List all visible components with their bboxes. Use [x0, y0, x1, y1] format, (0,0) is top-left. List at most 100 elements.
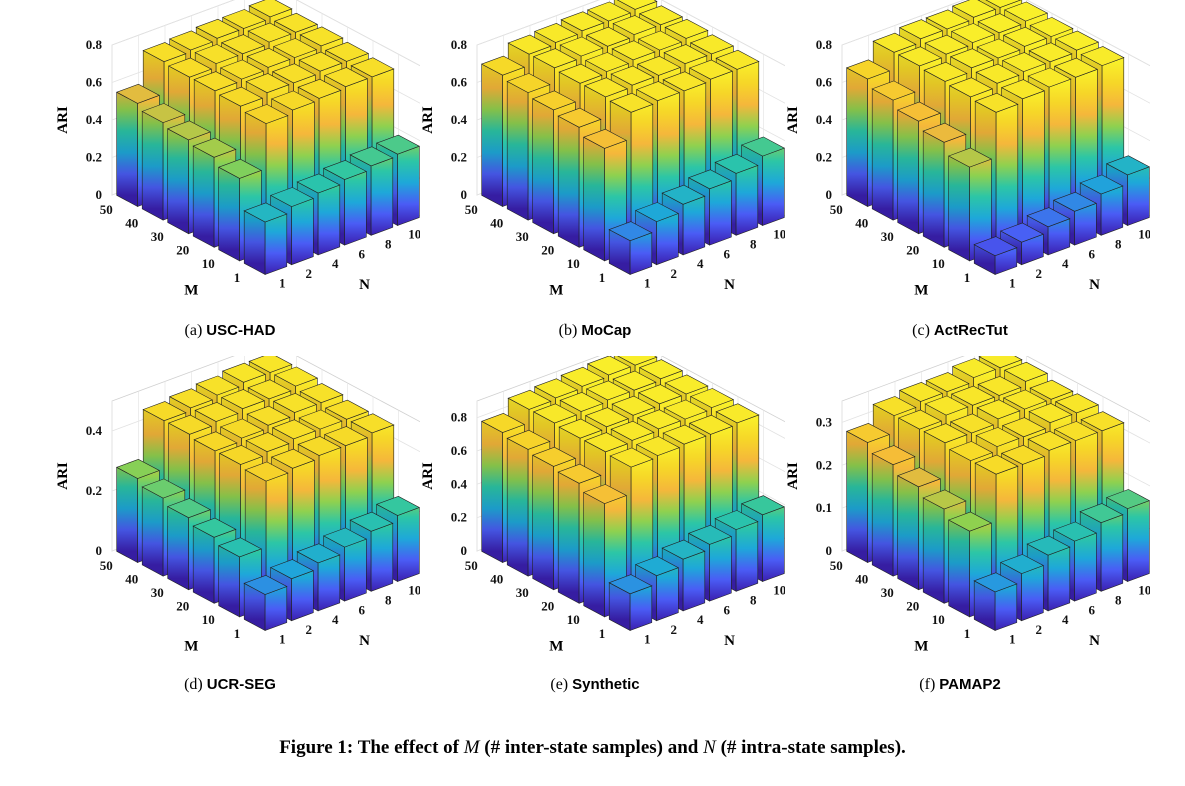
z-tick-label: 0.2 [86, 483, 102, 498]
z-tick-label: 0.4 [816, 112, 833, 127]
n-axis-label: N [724, 277, 735, 293]
m-axis-label: M [549, 283, 563, 299]
m-tick-label: 50 [465, 202, 478, 217]
z-tick-label: 0.2 [86, 150, 102, 165]
n-tick-label: 1 [279, 632, 286, 647]
n-tick-label: 4 [697, 612, 704, 627]
m-tick-label: 20 [176, 599, 189, 614]
chart-panel-b: 0 0.2 0.4 0.6 0.8 ARI 1 10 20 30 40 50 M 1 2 4 6 8 10 N (b)… [405, 0, 785, 345]
m-tick-label: 10 [567, 256, 580, 271]
m-tick-label: 20 [906, 243, 919, 258]
m-axis-label: M [914, 283, 928, 299]
n-tick-label: 4 [332, 612, 339, 627]
dataset-name-e: Synthetic [572, 676, 640, 693]
bars-f [845, 356, 1150, 632]
m-tick-label: 10 [932, 612, 945, 627]
n-tick-label: 6 [724, 246, 731, 261]
n-tick-label: 6 [724, 602, 731, 617]
m-tick-label: 50 [100, 202, 113, 217]
z-tick-label: 0.2 [451, 510, 467, 525]
m-axis-label: M [549, 639, 563, 655]
subcaption-a: (a) USC-HAD [40, 322, 420, 340]
n-axis-label: N [724, 633, 735, 649]
dataset-name-f: PAMAP2 [939, 676, 1001, 693]
m-tick-label: 1 [234, 626, 241, 641]
n-axis-label: N [359, 277, 370, 293]
z-tick-label: 0.1 [816, 500, 832, 515]
n-tick-label: 2 [306, 266, 313, 281]
z-tick-label: 0 [96, 543, 103, 558]
axes-c: 0 0.2 0.4 0.6 0.8 ARI 1 10 20 30 40 50 M 1 2 4 6 8 10 N [785, 37, 1150, 299]
z-tick-label: 0.3 [816, 414, 833, 429]
n-axis-label: N [359, 633, 370, 649]
m-tick-label: 1 [234, 270, 241, 285]
n-tick-label: 1 [644, 276, 651, 291]
bar-m1-n1 [973, 572, 1018, 632]
m-tick-label: 20 [906, 599, 919, 614]
z-tick-label: 0.2 [816, 150, 832, 165]
z-tick-label: 0.4 [86, 112, 103, 127]
z-axis-label: ARI [420, 462, 436, 490]
m-tick-label: 10 [932, 256, 945, 271]
axes-f: 0 0.1 0.2 0.3 ARI 1 10 20 30 40 50 M 1 2 4 6 8 10 N [785, 414, 1150, 654]
z-tick-label: 0 [96, 187, 103, 202]
z-tick-label: 0.4 [451, 112, 468, 127]
n-tick-label: 2 [1036, 266, 1043, 281]
z-axis-label: ARI [55, 106, 71, 134]
n-tick-label: 1 [1009, 276, 1016, 291]
z-tick-label: 0 [461, 187, 468, 202]
symbol-m: M [463, 737, 480, 758]
subcaption-d: (d) UCR-SEG [40, 676, 420, 694]
m-tick-label: 30 [516, 585, 529, 600]
n-tick-label: 8 [750, 237, 757, 252]
m-axis-label: M [914, 639, 928, 655]
bars-b [480, 0, 785, 276]
m-tick-label: 30 [151, 585, 164, 600]
n-tick-label: 8 [750, 593, 757, 608]
figure-caption: Figure 1: The effect of M (# inter-state… [0, 737, 1185, 759]
z-axis-label: ARI [785, 106, 801, 134]
m-tick-label: 50 [465, 558, 478, 573]
m-tick-label: 10 [567, 612, 580, 627]
m-tick-label: 30 [881, 229, 894, 244]
dataset-name-b: MoCap [581, 322, 632, 339]
panel-label-d: (d) [184, 676, 203, 693]
bar3d-chart-e: 0 0.2 0.4 0.6 0.8 ARI 1 10 20 30 40 50 M 1 2 4 6 8 10 N [420, 356, 785, 655]
m-tick-label: 1 [599, 270, 606, 285]
bar3d-chart-d: 0 0.2 0.4 ARI 1 10 20 30 40 50 M 1 2 4 6 8 10 N [55, 356, 420, 655]
m-axis-label: M [184, 639, 198, 655]
bars-c [845, 0, 1150, 276]
n-axis-label: N [1089, 633, 1100, 649]
subcaption-e: (e) Synthetic [405, 676, 785, 694]
n-tick-label: 6 [1089, 246, 1096, 261]
n-tick-label: 1 [644, 632, 651, 647]
m-tick-label: 50 [100, 558, 113, 573]
caption-part-2: (# inter-state samples) and [484, 737, 699, 758]
n-tick-label: 10 [408, 583, 420, 598]
n-tick-label: 4 [332, 256, 339, 271]
axes-e: 0 0.2 0.4 0.6 0.8 ARI 1 10 20 30 40 50 M 1 2 4 6 8 10 N [420, 410, 785, 655]
z-tick-label: 0.4 [451, 476, 468, 491]
n-tick-label: 4 [1062, 612, 1069, 627]
bar-m1-n1 [608, 574, 653, 632]
bar3d-chart-b: 0 0.2 0.4 0.6 0.8 ARI 1 10 20 30 40 50 M 1 2 4 6 8 10 N [420, 0, 785, 299]
caption-part-1: The effect of [357, 737, 459, 758]
n-tick-label: 10 [773, 227, 785, 242]
m-tick-label: 1 [599, 626, 606, 641]
m-tick-label: 40 [125, 571, 138, 586]
m-tick-label: 30 [881, 585, 894, 600]
z-axis-label: ARI [420, 106, 436, 134]
n-tick-label: 10 [1138, 227, 1150, 242]
axes-b: 0 0.2 0.4 0.6 0.8 ARI 1 10 20 30 40 50 M 1 2 4 6 8 10 N [420, 37, 785, 299]
z-tick-label: 0.6 [86, 75, 103, 90]
m-tick-label: 30 [516, 229, 529, 244]
axes-d: 0 0.2 0.4 ARI 1 10 20 30 40 50 M 1 2 4 6 8 10 N [55, 423, 420, 655]
n-tick-label: 8 [1115, 593, 1122, 608]
m-tick-label: 20 [176, 243, 189, 258]
n-tick-label: 2 [306, 622, 313, 637]
bars-a [115, 0, 420, 276]
m-tick-label: 50 [830, 202, 843, 217]
chart-panel-d: 0 0.2 0.4 ARI 1 10 20 30 40 50 M 1 2 4 6 8 10 N (d) UCR-S… [40, 356, 420, 701]
z-tick-label: 0 [826, 543, 833, 558]
z-tick-label: 0.8 [451, 410, 468, 425]
